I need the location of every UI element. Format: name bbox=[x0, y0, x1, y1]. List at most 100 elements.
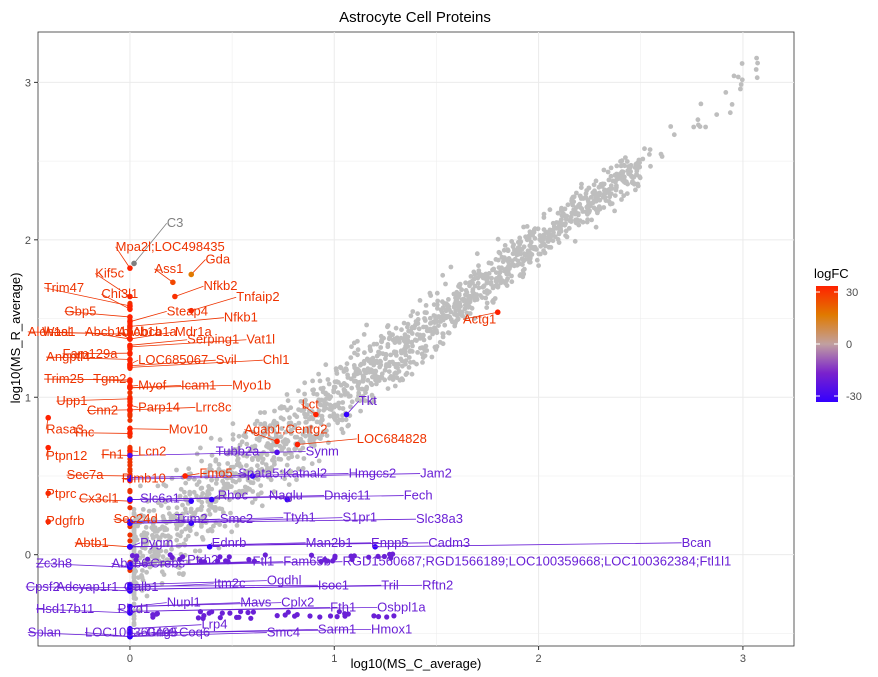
background-point bbox=[415, 311, 420, 316]
background-point bbox=[551, 224, 557, 229]
background-point bbox=[628, 162, 634, 168]
leader-line bbox=[133, 222, 168, 264]
background-point bbox=[558, 226, 563, 232]
leader-line bbox=[35, 608, 130, 614]
data-point bbox=[245, 609, 251, 616]
data-point bbox=[127, 336, 133, 342]
background-point bbox=[213, 457, 219, 463]
background-point bbox=[304, 402, 310, 408]
background-point bbox=[614, 177, 620, 182]
background-point bbox=[176, 571, 182, 576]
background-point bbox=[605, 188, 610, 194]
background-point bbox=[388, 374, 394, 379]
data-point bbox=[285, 609, 291, 615]
background-point bbox=[596, 190, 602, 196]
gene-label: Cplx2 bbox=[281, 595, 314, 610]
background-point bbox=[727, 110, 733, 116]
background-point bbox=[492, 296, 498, 301]
gene-label: Mdr1a bbox=[175, 324, 213, 339]
leader-line bbox=[190, 259, 206, 275]
background-point bbox=[155, 528, 160, 534]
chart-title: Astrocyte Cell Proteins bbox=[339, 9, 491, 26]
background-point bbox=[565, 202, 571, 208]
background-point bbox=[528, 243, 533, 249]
background-point bbox=[440, 334, 446, 340]
background-point bbox=[268, 477, 274, 483]
background-point bbox=[521, 244, 527, 250]
background-point bbox=[377, 358, 383, 364]
data-point bbox=[127, 520, 133, 526]
x-tick-label: 2 bbox=[536, 653, 542, 665]
background-point bbox=[512, 247, 517, 253]
background-point bbox=[349, 385, 355, 391]
gene-label: Jam2 bbox=[420, 466, 452, 481]
gene-label: Zc3h8 bbox=[36, 555, 72, 570]
background-point bbox=[454, 289, 460, 295]
background-point bbox=[326, 381, 332, 387]
background-point bbox=[394, 375, 400, 381]
background-point bbox=[435, 306, 440, 311]
background-point bbox=[349, 344, 354, 350]
background-point bbox=[284, 392, 290, 397]
background-point bbox=[532, 226, 538, 232]
gene-label: Lcn2 bbox=[138, 444, 166, 459]
background-point bbox=[321, 429, 326, 434]
background-point bbox=[177, 565, 182, 570]
background-point bbox=[608, 165, 614, 171]
background-point bbox=[563, 228, 569, 234]
background-point bbox=[434, 314, 439, 320]
leader-line bbox=[46, 356, 130, 360]
data-point bbox=[313, 411, 319, 418]
leader-line bbox=[129, 473, 421, 480]
background-point bbox=[142, 545, 148, 551]
background-point bbox=[316, 435, 322, 440]
background-point bbox=[635, 161, 641, 167]
background-point bbox=[323, 391, 329, 397]
data-point bbox=[127, 293, 133, 300]
background-point bbox=[272, 408, 277, 414]
leader-line bbox=[129, 473, 349, 478]
background-point bbox=[569, 198, 574, 204]
background-point bbox=[231, 464, 236, 470]
leader-line bbox=[129, 517, 284, 523]
background-point bbox=[229, 484, 234, 489]
background-point bbox=[271, 489, 277, 495]
gene-label: Hsd17b11 bbox=[36, 601, 94, 616]
background-point bbox=[524, 224, 530, 229]
data-point bbox=[129, 553, 136, 559]
data-point bbox=[206, 544, 213, 550]
data-point bbox=[372, 544, 378, 550]
background-point bbox=[591, 182, 597, 188]
background-point bbox=[187, 491, 193, 497]
background-point bbox=[417, 336, 423, 341]
background-point bbox=[621, 179, 627, 184]
gene-label: Abcb6 bbox=[112, 555, 149, 570]
background-point bbox=[459, 309, 465, 315]
highlighted-points bbox=[45, 260, 501, 640]
background-point bbox=[562, 206, 568, 212]
background-point bbox=[490, 267, 495, 273]
leader-line bbox=[129, 542, 429, 548]
background-point bbox=[462, 302, 468, 308]
background-point bbox=[610, 178, 616, 184]
background-point bbox=[548, 233, 554, 239]
background-point bbox=[160, 554, 166, 560]
background-point bbox=[624, 159, 630, 164]
background-point bbox=[467, 311, 473, 316]
background-point bbox=[385, 324, 390, 330]
background-point bbox=[601, 167, 607, 173]
background-point bbox=[360, 377, 366, 382]
background-point bbox=[394, 335, 400, 341]
background-point bbox=[348, 404, 353, 410]
background-point bbox=[614, 163, 620, 169]
leader-line bbox=[129, 359, 263, 368]
background-point bbox=[528, 239, 534, 245]
background-point bbox=[593, 178, 599, 184]
background-point bbox=[181, 571, 186, 576]
gene-label: Gda bbox=[206, 251, 231, 266]
background-point bbox=[452, 323, 458, 329]
background-point bbox=[463, 292, 468, 298]
background-point bbox=[147, 549, 153, 555]
background-point bbox=[225, 485, 230, 491]
